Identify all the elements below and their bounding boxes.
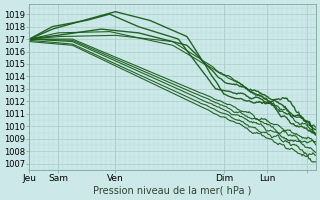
X-axis label: Pression niveau de la mer( hPa ): Pression niveau de la mer( hPa ) bbox=[93, 186, 252, 196]
